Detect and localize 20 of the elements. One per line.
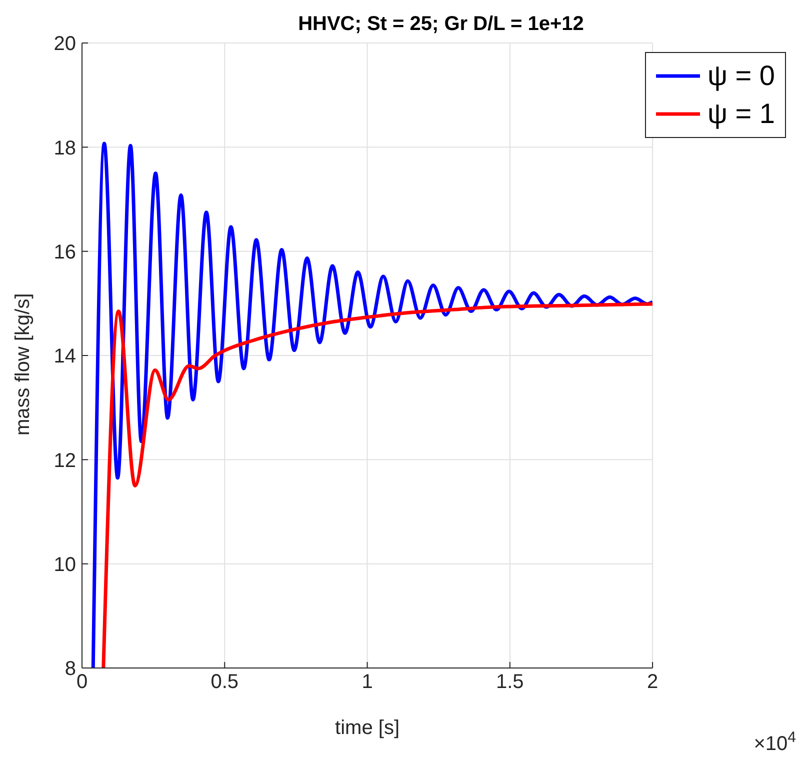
y-tick-label: 10 [54,554,76,576]
x-tick-label: 2 [646,671,658,694]
legend-label: ψ = 1 [708,97,775,131]
chart-title: HHVC; St = 25; Gr D/L = 1e+12 [298,13,584,35]
x-tick-label: 1 [362,671,373,694]
y-tick-label: 20 [54,33,76,56]
x-tick-label: 0 [76,671,88,694]
line-series [102,302,653,668]
line-series [91,142,653,668]
x-tick-label: 0.5 [210,671,239,694]
y-axis-title: mass flow [kg/s] [12,293,34,436]
text: ×10$^{4}$ [754,728,796,755]
y-tick-label: 16 [54,241,76,264]
x-tick-label: 1.5 [496,671,524,694]
y-tick-label: 18 [54,137,76,160]
y-tick-label: 14 [54,346,76,368]
legend-label: ψ = 0 [708,59,775,93]
y-tick-label: 12 [54,450,76,472]
x-axis-title: time [s] [335,717,400,739]
y-tick-label: 8 [64,658,76,680]
